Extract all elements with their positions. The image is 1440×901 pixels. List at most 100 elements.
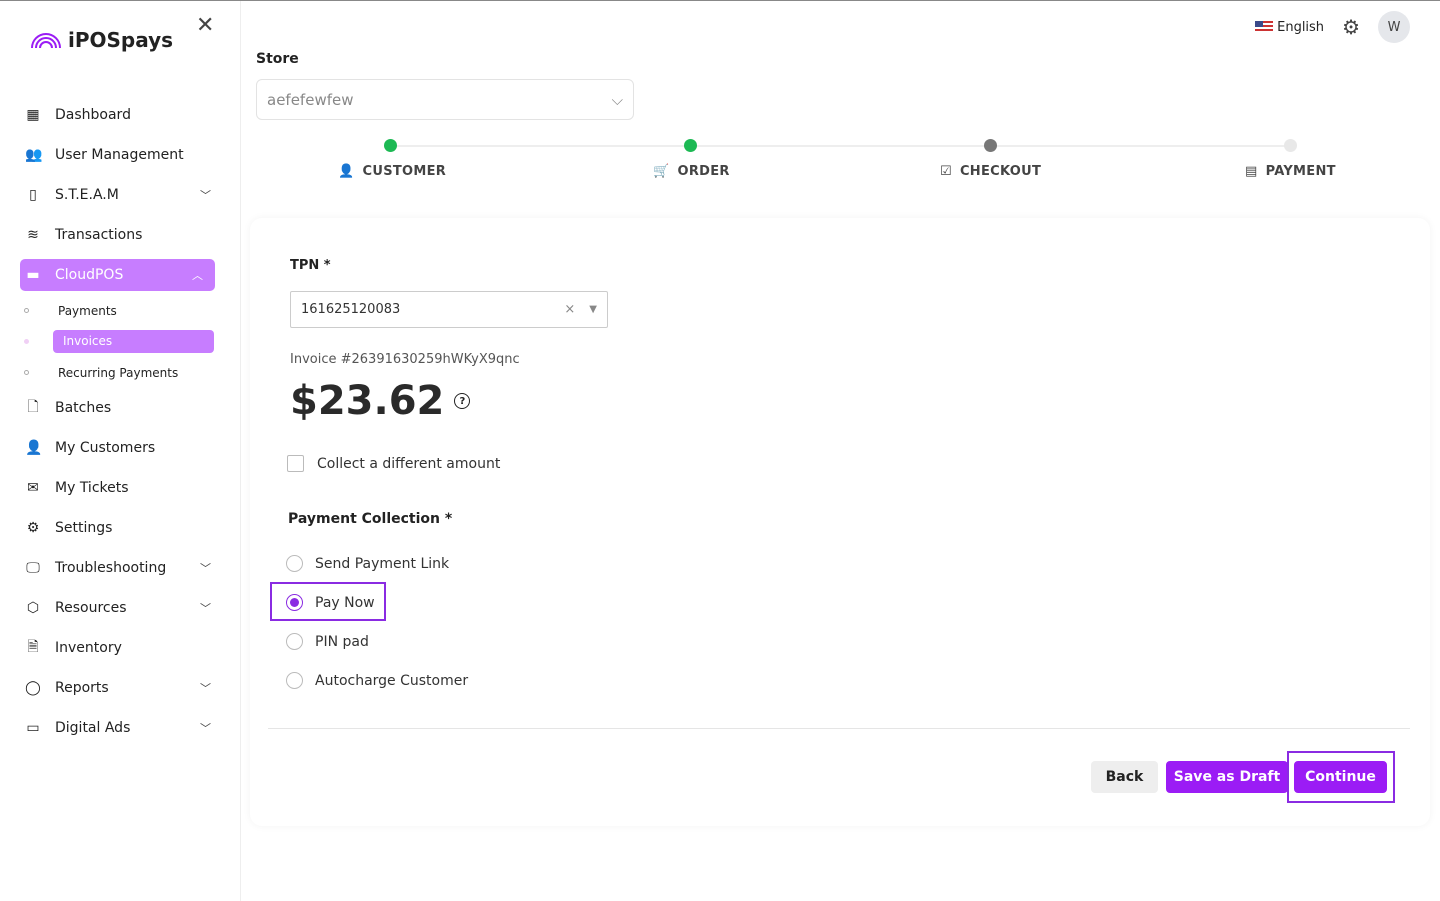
divider [268, 728, 1410, 729]
sidebar-item-inventory[interactable]: 🗎 Inventory [0, 628, 241, 668]
language-label: English [1277, 19, 1325, 35]
close-sidebar-icon[interactable]: ✕ [196, 13, 215, 38]
monitor-icon: 🖵 [26, 560, 40, 576]
sidebar-item-transactions[interactable]: ≋ Transactions [0, 215, 241, 255]
topbar: English ⚙ W [1255, 11, 1410, 43]
sidebar: iPOSpays ✕ ▦ Dashboard 👥 User Management ▯ S.… [0, 1, 241, 901]
chevron-down-icon[interactable]: ﹀ [200, 722, 211, 735]
sidebar-item-label: Inventory [55, 640, 122, 656]
step-icon: ☑ [940, 164, 952, 179]
sidebar-item-settings[interactable]: ⚙ Settings [0, 508, 241, 548]
sidebar-item-label: User Management [55, 147, 184, 163]
radio-label: PIN pad [315, 633, 369, 650]
pay-now-highlight [270, 582, 386, 621]
screen-icon: ▭ [26, 720, 40, 736]
step-label: PAYMENT [1265, 164, 1336, 179]
payment-collection-label: Payment Collection * [288, 511, 453, 527]
store-value: aefefewfew [267, 90, 354, 109]
chevron-down-icon[interactable]: ﹀ [200, 682, 211, 695]
avatar[interactable]: W [1378, 11, 1410, 43]
sidebar-item-label: Reports [55, 680, 109, 696]
sidebar-item-my-tickets[interactable]: ✉ My Tickets [0, 468, 241, 508]
radio-icon[interactable] [286, 594, 303, 611]
stepper: 👤 CUSTOMER 🛒 ORDER ☑ CHECKOUT ▤ PAYMENT [250, 131, 1430, 191]
caret-down-icon[interactable]: ▼ [589, 304, 597, 315]
sidebar-item-reports[interactable]: ◯ Reports ﹀ [0, 668, 241, 708]
radio-icon[interactable] [286, 633, 303, 650]
sidebar-subitem-recurring-payments[interactable]: Recurring Payments [0, 357, 241, 388]
language-selector[interactable]: English [1255, 20, 1324, 35]
help-icon[interactable]: ? [454, 393, 471, 409]
radio-icon[interactable] [286, 555, 303, 572]
save-draft-button[interactable]: Save as Draft [1166, 761, 1288, 793]
store-label: Store [256, 51, 299, 67]
amount-row: $23.62 ? [290, 378, 471, 424]
radio-label: Autocharge Customer [315, 672, 469, 689]
rainbow-logo-icon [31, 33, 61, 49]
radio-autocharge-customer[interactable]: Autocharge Customer [286, 672, 468, 689]
checkbox-icon[interactable] [287, 455, 304, 472]
radio-pay-now[interactable]: Pay Now [286, 594, 375, 611]
step-label: ORDER [677, 164, 730, 179]
grid-icon: ▦ [26, 107, 40, 123]
store-select[interactable]: aefefewfew ⌵ [256, 79, 634, 120]
sidebar-item-batches[interactable]: 🗋 Batches [0, 388, 241, 428]
file-icon: 🗋 [27, 399, 39, 415]
sidebar-item-my-customers[interactable]: 👤 My Customers [0, 428, 241, 468]
tpn-select[interactable]: 161625120083 × ▼ [290, 291, 608, 328]
logo: iPOSpays [30, 28, 173, 52]
chevron-down-icon[interactable]: ﹀ [200, 602, 211, 615]
invoice-number: Invoice #26391630259hWKyX9qnc [290, 352, 520, 367]
tpn-label: TPN * [290, 258, 331, 273]
subitem-label: Invoices [53, 330, 214, 353]
gear-icon: ⚙ [26, 520, 40, 536]
sidebar-item-dashboard[interactable]: ▦ Dashboard [0, 95, 241, 135]
sidebar-item-user-management[interactable]: 👥 User Management [0, 135, 241, 175]
step-icon: ▤ [1245, 164, 1258, 179]
chevron-down-icon[interactable]: ﹀ [200, 189, 211, 202]
sidebar-item-label: Resources [55, 600, 127, 616]
radio-pin-pad[interactable]: PIN pad [286, 633, 369, 650]
sidebar-item-label: My Customers [55, 440, 156, 456]
brand-name: iPOSpays [68, 28, 174, 52]
sidebar-item-s-t-e-a-m[interactable]: ▯ S.T.E.A.M ﹀ [0, 175, 241, 215]
radio-icon[interactable] [286, 672, 303, 689]
clear-icon[interactable]: × [564, 302, 576, 317]
sidebar-subitem-invoices[interactable]: Invoices [0, 326, 241, 357]
gear-icon[interactable]: ⚙ [1342, 15, 1360, 39]
inbox-icon: ✉ [27, 480, 39, 496]
back-button[interactable]: Back [1091, 761, 1158, 793]
sidebar-item-troubleshooting[interactable]: 🖵 Troubleshooting ﹀ [0, 548, 241, 588]
us-flag-icon [1255, 21, 1274, 33]
amount: $23.62 [290, 378, 445, 424]
step-dot-payment [1284, 139, 1297, 152]
phone-icon: ▯ [29, 187, 37, 203]
continue-button[interactable]: Continue [1294, 761, 1387, 793]
sidebar-item-label: My Tickets [55, 480, 129, 496]
step-dot-order [684, 139, 697, 152]
sidebar-item-resources[interactable]: ⬡ Resources ﹀ [0, 588, 241, 628]
chevron-down-icon[interactable]: ﹀ [200, 562, 211, 575]
subitem-label: Payments [58, 303, 117, 318]
radio-send-payment-link[interactable]: Send Payment Link [286, 555, 449, 572]
step-customer: 👤 CUSTOMER [338, 164, 446, 179]
sidebar-item-digital-ads[interactable]: ▭ Digital Ads ﹀ [0, 708, 241, 748]
step-icon: 🛒 [653, 164, 670, 179]
radio-label: Pay Now [315, 594, 375, 611]
step-checkout: ☑ CHECKOUT [940, 164, 1041, 179]
sidebar-item-cloudpos[interactable]: ▬ CloudPOS ︿ [20, 259, 215, 291]
step-label: CHECKOUT [959, 164, 1042, 179]
sidebar-subitem-payments[interactable]: Payments [0, 295, 241, 326]
sidebar-item-label: Settings [55, 520, 113, 536]
chevron-up-icon[interactable]: ︿ [192, 269, 203, 282]
step-payment: ▤ PAYMENT [1245, 164, 1336, 179]
different-amount-label: Collect a different amount [317, 455, 501, 472]
card-icon: ▬ [26, 267, 40, 283]
sidebar-item-label: Transactions [55, 227, 143, 243]
step-label: CUSTOMER [362, 164, 447, 179]
user-icon: 👤 [25, 440, 43, 456]
sidebar-item-label: S.T.E.A.M [55, 187, 119, 203]
different-amount-checkbox[interactable]: Collect a different amount [287, 455, 500, 472]
box-icon: ⬡ [26, 600, 40, 616]
sidebar-item-label: Batches [55, 400, 112, 416]
